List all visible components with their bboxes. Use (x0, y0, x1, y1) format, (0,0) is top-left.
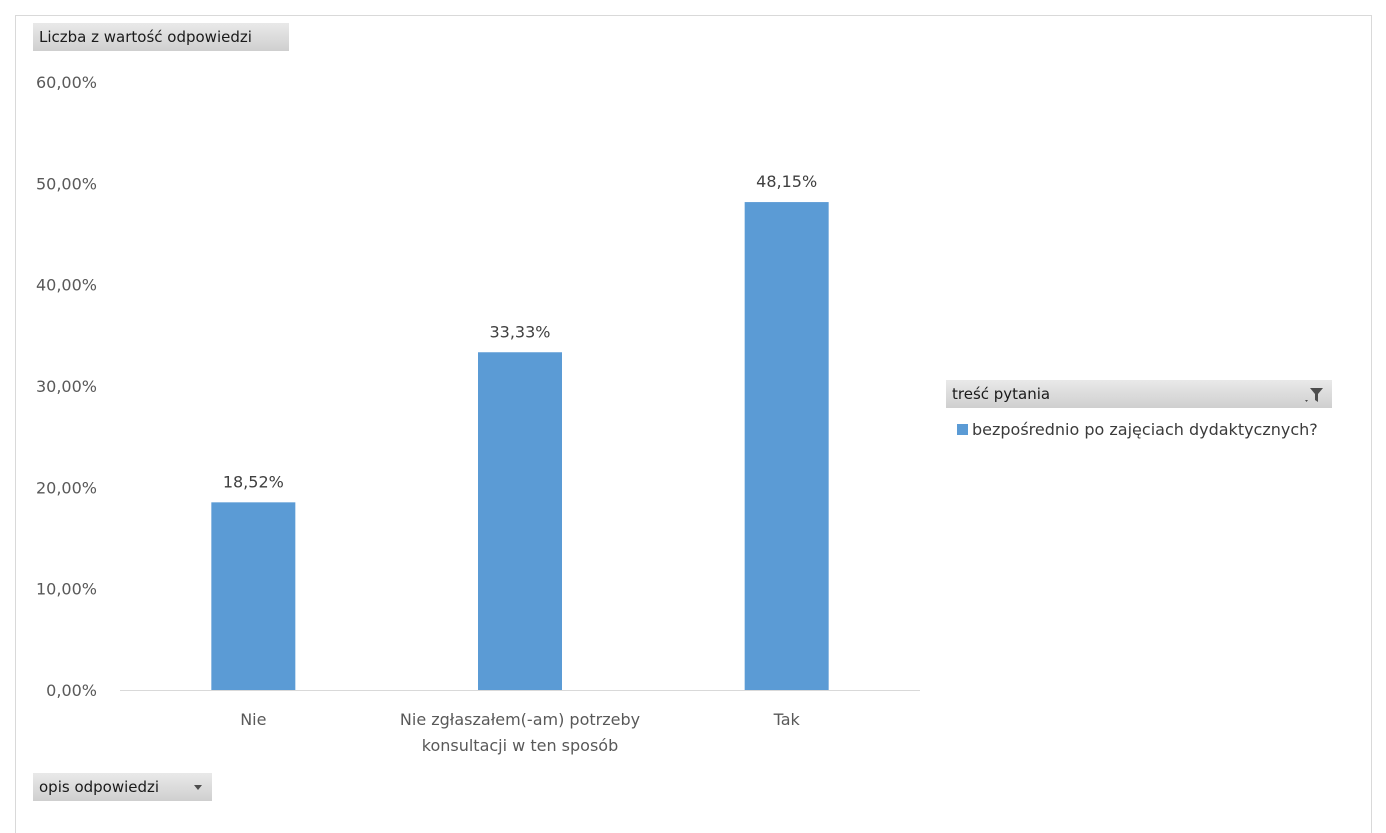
legend-entry-label: bezpośrednio po zajęciach dydaktycznych? (972, 420, 1318, 439)
y-tick-label: 60,00% (36, 73, 97, 92)
legend-entry: bezpośrednio po zajęciach dydaktycznych? (957, 420, 1318, 439)
legend-swatch (957, 424, 968, 435)
data-label: 18,52% (223, 472, 284, 491)
value-field-button[interactable]: Liczba z wartość odpowiedzi (33, 23, 289, 51)
x-axis-tick-labels: Nie Nie zgłaszałem(-am) potrzeby konsultac… (240, 710, 800, 755)
bar (744, 202, 829, 690)
legend-field-button[interactable]: treść pytania (946, 380, 1332, 408)
data-label: 48,15% (756, 172, 817, 191)
y-tick-label: 40,00% (36, 276, 97, 295)
chart-area (15, 15, 1372, 833)
data-label: 33,33% (489, 322, 550, 341)
chevron-down-icon[interactable] (194, 785, 202, 790)
x-tick-label: konsultacji w ten sposób (422, 736, 618, 755)
y-tick-label: 50,00% (36, 174, 97, 193)
x-tick-label: Tak (773, 710, 801, 729)
axis-field-label: opis odpowiedzi (39, 778, 160, 796)
x-tick-label: Nie (240, 710, 266, 729)
x-tick-label: Nie zgłaszałem(-am) potrzeby (400, 710, 640, 729)
legend-field-label: treść pytania (952, 385, 1051, 403)
bar (478, 352, 562, 690)
y-tick-label: 0,00% (46, 681, 97, 700)
y-axis-tick-labels: 0,00% 10,00% 20,00% 30,00% 40,00% 50,00% 60,00… (36, 73, 97, 700)
y-tick-label: 10,00% (36, 580, 97, 599)
value-field-label: Liczba z wartość odpowiedzi (39, 28, 252, 46)
filter-icon[interactable] (1304, 387, 1324, 403)
axis-field-button[interactable]: opis odpowiedzi (33, 773, 212, 801)
bar (211, 502, 296, 690)
bar-series (211, 202, 829, 690)
data-labels: 18,52% 33,33% 48,15% (223, 172, 817, 491)
y-tick-label: 20,00% (36, 478, 97, 497)
y-tick-label: 30,00% (36, 377, 97, 396)
